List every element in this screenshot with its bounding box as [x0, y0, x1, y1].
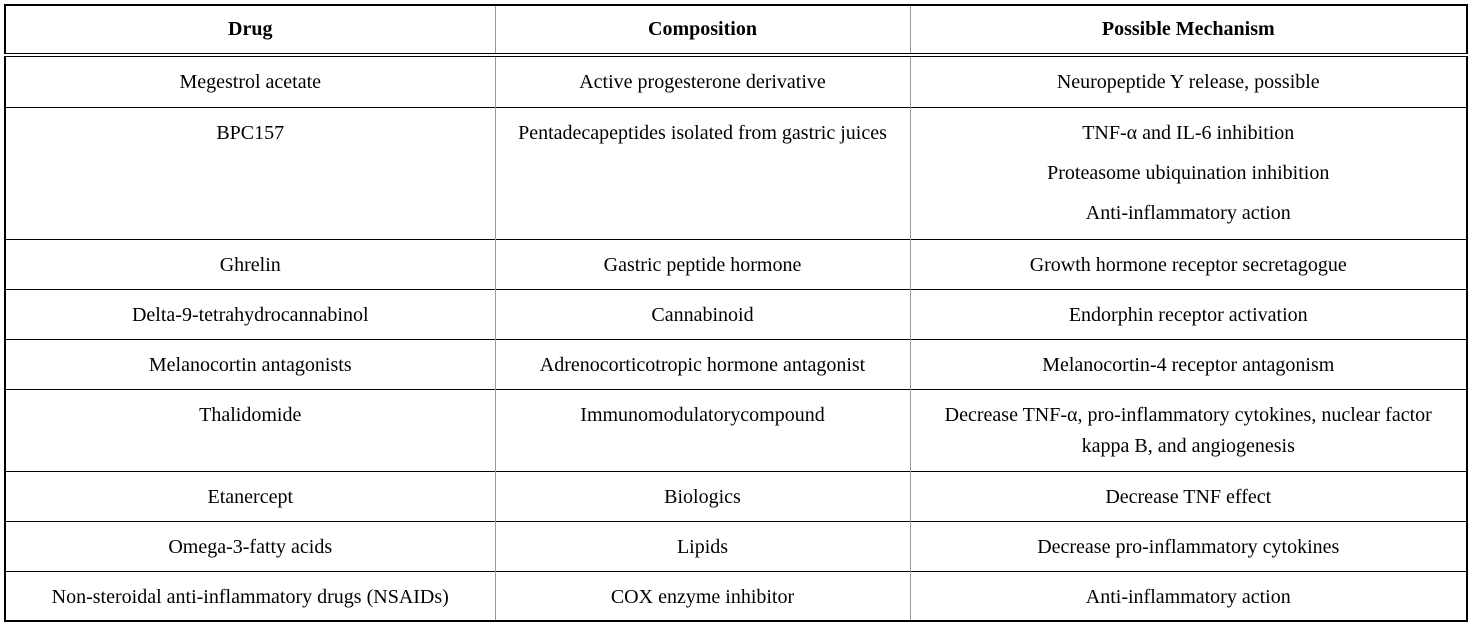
- header-composition: Composition: [494, 4, 911, 57]
- table-row: BPC157 Pentadecapeptides isolated from g…: [4, 106, 1468, 239]
- table-row: Omega-3-fatty acids Lipids Decrease pro-…: [4, 520, 1468, 571]
- cell-composition: Lipids: [494, 520, 911, 571]
- cell-composition: Active progesterone derivative: [494, 54, 911, 107]
- table-row: Delta-9-tetrahydrocannabinol Cannabinoid…: [4, 288, 1468, 339]
- drug-table: Drug Composition Possible Mechanism Mege…: [4, 4, 1468, 622]
- cell-drug: Megestrol acetate: [4, 54, 496, 107]
- mechanism-line: Melanocortin-4 receptor antagonism: [1042, 353, 1335, 376]
- cell-drug: Thalidomide: [4, 388, 496, 471]
- cell-drug: Omega-3-fatty acids: [4, 520, 496, 571]
- header-row: Drug Composition Possible Mechanism: [4, 4, 1468, 57]
- cell-drug: Non-steroidal anti-inflammatory drugs (N…: [4, 570, 496, 622]
- mechanism-line: Growth hormone receptor secretagogue: [1029, 253, 1347, 276]
- table-header: Drug Composition Possible Mechanism: [4, 4, 1468, 57]
- cell-composition: Immunomodulatorycompound: [494, 388, 911, 471]
- cell-composition: COX enzyme inhibitor: [494, 570, 911, 622]
- mechanism-line: Proteasome ubiquination inhibition: [1047, 161, 1330, 184]
- table-row: Thalidomide Immunomodulatorycompound Dec…: [4, 388, 1468, 471]
- cell-mechanism: TNF-α and IL-6 inhibition Proteasome ubi…: [909, 106, 1468, 239]
- cell-drug: Etanercept: [4, 470, 496, 521]
- cell-mechanism: Melanocortin-4 receptor antagonism: [909, 338, 1468, 389]
- cell-composition: Biologics: [494, 470, 911, 521]
- cell-mechanism: Neuropeptide Y release, possible: [909, 54, 1468, 107]
- cell-drug: BPC157: [4, 106, 496, 239]
- cell-mechanism: Decrease TNF effect: [909, 470, 1468, 521]
- cell-composition: Gastric peptide hormone: [494, 238, 911, 289]
- cell-composition: Adrenocorticotropic hormone antagonist: [494, 338, 911, 389]
- table-row: Non-steroidal anti-inflammatory drugs (N…: [4, 570, 1468, 622]
- mechanism-line: Endorphin receptor activation: [1068, 303, 1308, 326]
- mechanism-line: Anti-inflammatory action: [1085, 201, 1291, 224]
- cell-drug: Melanocortin antagonists: [4, 338, 496, 389]
- cell-mechanism: Decrease pro-inflammatory cytokines: [909, 520, 1468, 571]
- mechanism-line: Anti-inflammatory action: [1085, 585, 1291, 608]
- cell-mechanism: Growth hormone receptor secretagogue: [909, 238, 1468, 289]
- cell-mechanism: Decrease TNF-α, pro-inflammatory cytokin…: [909, 388, 1468, 471]
- table-row: Melanocortin antagonists Adrenocorticotr…: [4, 338, 1468, 389]
- cell-composition: Pentadecapeptides isolated from gastric …: [494, 106, 911, 239]
- cell-mechanism: Anti-inflammatory action: [909, 570, 1468, 622]
- cell-drug: Delta-9-tetrahydrocannabinol: [4, 288, 496, 339]
- table-row: Ghrelin Gastric peptide hormone Growth h…: [4, 238, 1468, 289]
- table-row: Etanercept Biologics Decrease TNF effect: [4, 470, 1468, 521]
- mechanism-line: Decrease pro-inflammatory cytokines: [1037, 535, 1340, 558]
- table-body: Megestrol acetate Active progesterone de…: [4, 54, 1468, 622]
- mechanism-line: Decrease TNF effect: [1105, 485, 1272, 508]
- drug-table-container: Drug Composition Possible Mechanism Mege…: [4, 4, 1468, 622]
- cell-composition: Cannabinoid: [494, 288, 911, 339]
- cell-mechanism: Endorphin receptor activation: [909, 288, 1468, 339]
- mechanism-line: TNF-α and IL-6 inhibition: [1082, 121, 1295, 144]
- mechanism-line: Neuropeptide Y release, possible: [1056, 71, 1320, 93]
- mechanism-line: Decrease TNF-α, pro-inflammatory cytokin…: [944, 403, 1432, 457]
- cell-drug: Ghrelin: [4, 238, 496, 289]
- header-drug: Drug: [4, 4, 496, 57]
- header-possible-mechanism: Possible Mechanism: [909, 4, 1468, 57]
- table-row: Megestrol acetate Active progesterone de…: [4, 54, 1468, 107]
